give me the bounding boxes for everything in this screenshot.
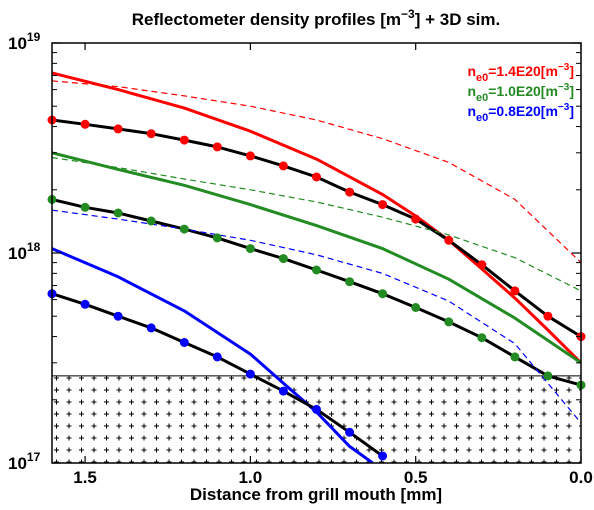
data-point-2-15 xyxy=(543,311,553,321)
series-line-simulated-3 xyxy=(52,151,581,365)
data-point-8-4 xyxy=(179,338,189,347)
data-point-5-4 xyxy=(179,224,189,234)
x-axis-label: Distance from grill mouth [mm] xyxy=(190,485,442,504)
axis-ticks: 1.5 1.0 0.5 0.0 1017 1018 1019 xyxy=(8,30,593,487)
data-point-8-3 xyxy=(146,323,156,333)
data-point-2-7 xyxy=(278,161,288,171)
x-tick-label-2: 0.5 xyxy=(404,468,428,487)
data-point-5-10 xyxy=(378,289,388,299)
series-layer xyxy=(52,71,581,463)
data-point-8-7 xyxy=(278,386,288,396)
series-line-simulated-6 xyxy=(52,247,374,463)
data-point-2-10 xyxy=(378,200,388,210)
data-point-2-1 xyxy=(80,119,90,129)
chart-title: Reflectometer density profiles [m−3] + 3… xyxy=(132,7,500,29)
data-point-2-11 xyxy=(411,214,421,224)
y-tick-label-0: 1017 xyxy=(8,450,41,473)
data-point-2-3 xyxy=(146,129,156,139)
data-point-2-12 xyxy=(444,235,454,245)
data-point-5-13 xyxy=(477,333,487,343)
data-point-2-14 xyxy=(510,286,520,296)
data-point-8-1 xyxy=(80,299,90,309)
data-point-5-3 xyxy=(146,216,156,226)
data-point-8-6 xyxy=(245,369,255,379)
x-tick-label-0: 1.5 xyxy=(73,468,97,487)
data-point-5-8 xyxy=(312,265,321,275)
data-point-5-6 xyxy=(245,244,255,254)
data-point-2-13 xyxy=(477,260,487,270)
y-tick-label-2: 1019 xyxy=(8,30,41,53)
data-point-2-9 xyxy=(345,187,355,197)
data-point-5-2 xyxy=(113,208,123,218)
marker-layer xyxy=(47,115,586,461)
data-point-8-9 xyxy=(345,427,355,437)
legend-entry-0: ne0=1.4E20[m−3] xyxy=(467,62,574,84)
data-point-5-5 xyxy=(212,233,222,243)
data-point-5-14 xyxy=(510,352,520,362)
data-point-5-7 xyxy=(278,254,288,264)
x-tick-label-3: 0.0 xyxy=(569,468,593,487)
data-point-8-10 xyxy=(378,451,388,461)
series-line-dashed-4 xyxy=(52,156,581,292)
data-point-5-15 xyxy=(543,371,553,381)
data-point-2-5 xyxy=(212,142,222,152)
y-tick-label-1: 1018 xyxy=(8,240,41,263)
data-point-2-8 xyxy=(312,172,321,182)
series-line-measured-5 xyxy=(52,197,581,387)
data-point-8-8 xyxy=(312,404,321,414)
data-point-5-11 xyxy=(411,303,421,312)
data-point-5-9 xyxy=(345,277,355,287)
data-point-2-6 xyxy=(245,151,255,161)
series-line-measured-2 xyxy=(52,118,581,338)
x-tick-label-1: 1.0 xyxy=(239,468,263,487)
series-line-dashed-7 xyxy=(52,209,581,424)
data-point-2-4 xyxy=(179,135,189,145)
data-point-5-1 xyxy=(80,202,90,212)
legend-entry-1: ne0=1.0E20[m−3] xyxy=(467,82,574,104)
data-point-2-2 xyxy=(113,124,123,134)
data-point-8-2 xyxy=(113,311,123,321)
legend: ne0=1.4E20[m−3]ne0=1.0E20[m−3]ne0=0.8E20… xyxy=(467,62,574,124)
data-point-5-12 xyxy=(444,317,454,327)
hatched-region xyxy=(52,375,581,463)
data-point-8-5 xyxy=(212,352,222,362)
series-line-simulated-0 xyxy=(52,71,581,364)
legend-entry-2: ne0=0.8E20[m−3] xyxy=(467,102,574,124)
